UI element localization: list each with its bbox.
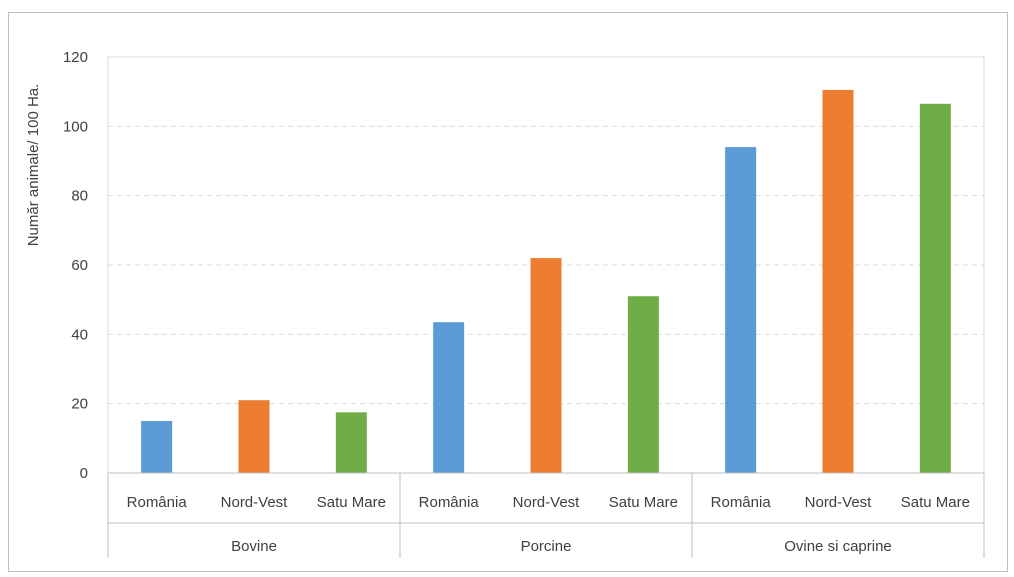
bar <box>725 147 757 473</box>
category-label: România <box>419 494 480 511</box>
y-tick-labels: 0 20 40 60 80 100 120 <box>63 49 88 482</box>
y-tick-label: 100 <box>63 118 88 135</box>
category-label: Nord-Vest <box>805 494 873 511</box>
bar <box>530 258 562 473</box>
bar <box>822 89 854 473</box>
bar <box>335 412 367 473</box>
bar <box>238 400 270 473</box>
bars <box>141 89 951 474</box>
y-tick-label: 60 <box>71 257 88 274</box>
category-label: Nord-Vest <box>221 494 289 511</box>
bar <box>433 322 465 473</box>
y-axis-title: Număr animale/ 100 Ha. <box>25 84 42 247</box>
y-tick-label: 80 <box>71 188 88 205</box>
axes <box>107 472 985 558</box>
y-tick-label: 0 <box>80 465 88 482</box>
category-label: România <box>127 494 188 511</box>
y-tick-label: 40 <box>71 326 88 343</box>
group-label: Ovine si caprine <box>784 538 892 555</box>
group-label: Bovine <box>231 538 277 555</box>
category-labels: România Nord-Vest Satu Mare Bovine România No… <box>127 494 970 555</box>
category-label: România <box>711 494 772 511</box>
y-tick-label: 120 <box>63 49 88 66</box>
category-label: Satu Mare <box>609 494 678 511</box>
bar <box>627 296 659 473</box>
group-label: Porcine <box>521 538 572 555</box>
category-label: Nord-Vest <box>513 494 581 511</box>
bar <box>919 103 951 474</box>
bar <box>141 421 173 473</box>
category-label: Satu Mare <box>317 494 386 511</box>
category-label: Satu Mare <box>901 494 970 511</box>
y-tick-label: 20 <box>71 396 88 413</box>
